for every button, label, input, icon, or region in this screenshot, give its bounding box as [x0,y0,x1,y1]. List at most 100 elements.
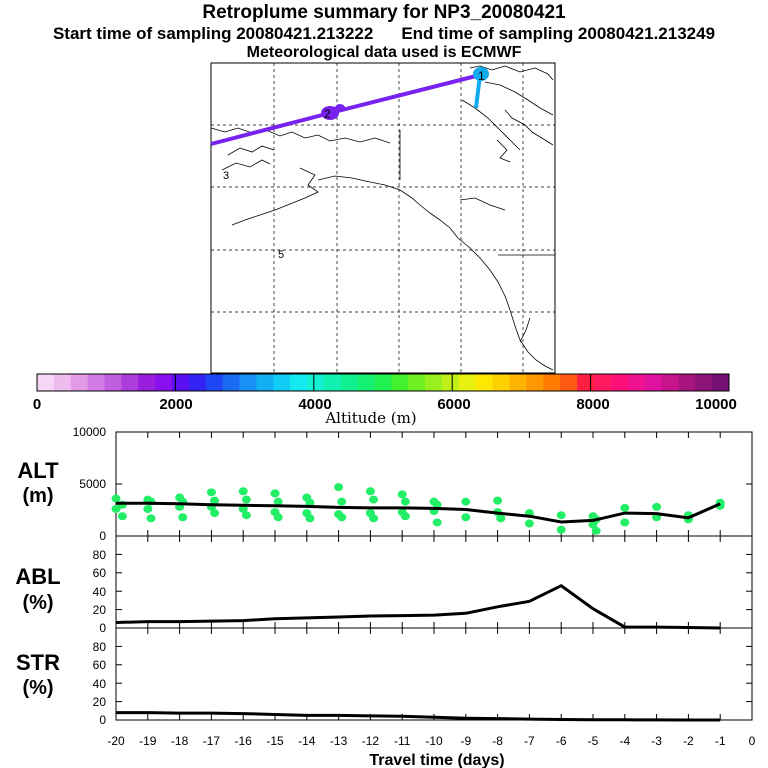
x-tick-label: -15 [266,734,284,748]
scatter-point [620,503,630,512]
scatter-point [111,504,121,513]
scatter-point [305,498,315,507]
colorbar-segment [256,374,274,391]
scatter-point [493,496,503,505]
x-tick-label: -10 [425,734,443,748]
scatter-point [273,513,283,522]
marker-label-5: 5 [278,249,284,261]
alt-label: ALT [17,458,59,483]
panel-frame [115,431,753,721]
colorbar-segment [627,374,645,391]
scatter-point [273,497,283,506]
colorbar-segment [391,374,409,391]
colorbar-segment [425,374,443,391]
x-tick-label: -19 [139,734,157,748]
abl-ytick-40: 40 [93,585,107,599]
x-tick-label: -4 [619,734,630,748]
scatter-point [241,495,251,504]
colorbar-segment [273,374,291,391]
start-time-label: Start time of sampling 20080421.213222 [52,24,374,43]
colorbar-segment [644,374,662,391]
scatter-point [210,509,220,518]
x-tick-label: -20 [107,734,125,748]
abl-ytick-80: 80 [93,548,107,562]
colorbar-segment [560,374,578,391]
x-tick-label: -5 [588,734,599,748]
scatter-point [143,504,153,513]
alt-ytick-0: 0 [99,529,106,543]
scatter-point [210,496,220,505]
x-tick-label: -17 [203,734,221,748]
scatter-point [238,504,248,513]
x-tick-label: -18 [171,734,189,748]
str-ytick-20: 20 [93,695,107,709]
alt-series-line [116,501,721,524]
scatter-point [556,525,566,534]
scatter-point [400,512,410,521]
colorbar-segment [307,374,325,391]
colorbar-segment [357,374,375,391]
scatter-point [206,488,216,497]
colorbar-segment [408,374,426,391]
colorbar-segment [205,374,223,391]
colorbar-segment [53,374,72,391]
colorbar-segment [442,374,460,391]
colorbar-segment [70,374,88,391]
scatter-point [146,514,156,523]
scatter-point [334,483,344,492]
colorbar-segment [577,374,595,391]
colorbar-tick-labels: 0 2000 4000 6000 8000 10000 [33,396,737,413]
scatter-point [652,502,662,511]
colorbar-tick-0: 0 [33,396,41,413]
marker-label-2: 2 [324,107,331,121]
x-tick-label: -12 [362,734,380,748]
colorbar-segment [543,374,561,391]
colorbar-segment [526,374,544,391]
map-graticule [211,63,555,373]
colorbar-segment [323,374,342,391]
scatter-point [369,495,379,504]
x-axis: -20 -19 -18 -17 -16 -15 -14 -13 -12 -11 -10 -9 -8 -7-… [107,734,755,748]
x-tick-label: -1 [715,734,726,748]
end-time-label: End time of sampling 20080421.213249 [401,24,716,43]
abl-ytick-60: 60 [93,566,107,580]
scatter-point [241,511,251,520]
colorbar-segment [121,374,139,391]
alt-ytick-10000: 10000 [73,425,107,439]
scatter-point [432,518,442,527]
scatter-point [496,514,506,523]
colorbar-segment [509,374,527,391]
alt-unit: (m) [22,485,53,507]
colorbar-segment [458,374,477,391]
scatter-point [337,513,347,522]
scatter-point [556,511,566,520]
altitude-colorbar [36,373,730,392]
x-tick-label: -14 [298,734,316,748]
x-tick-label: -9 [460,734,471,748]
str-ytick-40: 40 [93,677,107,691]
str-unit: (%) [22,677,53,699]
scatter-point [591,526,601,535]
colorbar-tick-4000: 4000 [298,396,331,413]
colorbar-segment [593,374,612,391]
colorbar-segment [239,374,257,391]
colorbar-tick-8000: 8000 [576,396,609,413]
scatter-point [238,487,248,496]
str-series-line [116,711,721,722]
colorbar-segment [290,374,308,391]
scatter-point [432,500,442,509]
colorbar-label: Altitude (m) [324,409,416,427]
colorbar-segment [155,374,173,391]
str-ytick-80: 80 [93,640,107,654]
scatter-point [369,514,379,523]
colorbar-segment [172,374,190,391]
str-panel [115,628,753,722]
scatter-point [365,487,375,496]
colorbar-segment [87,374,105,391]
scatter-point [461,497,471,506]
x-tick-label: 0 [749,734,756,748]
str-ytick-0: 0 [99,713,106,727]
x-tick-label: -11 [394,734,411,748]
x-tick-label: -6 [556,734,567,748]
